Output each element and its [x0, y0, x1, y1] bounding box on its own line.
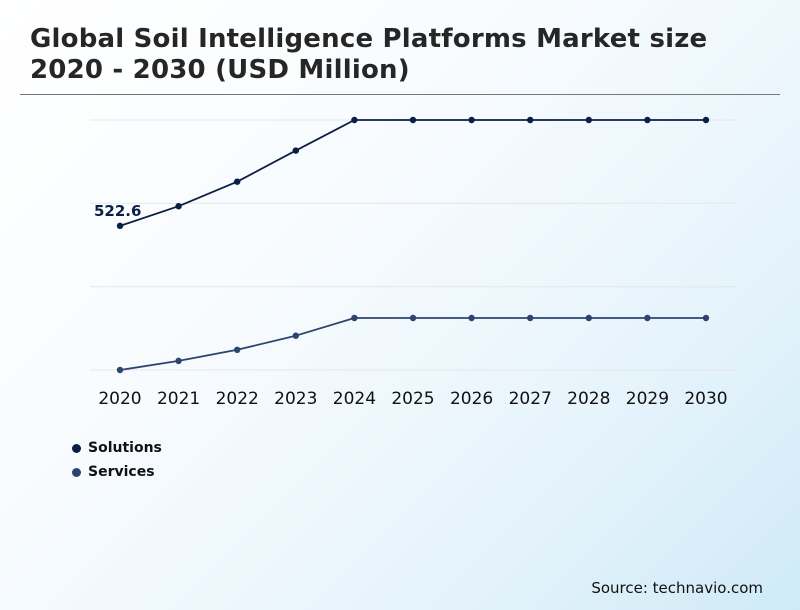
x-tick-label-2025: 2025 [391, 389, 434, 409]
data-point-services-2026 [468, 314, 475, 322]
data-point-solutions-2029 [644, 116, 651, 124]
legend-label-services: Services [88, 464, 155, 480]
chart-title-line-2: 2020 - 2030 (USD Million) [30, 55, 410, 85]
x-tick-label-2023: 2023 [274, 389, 317, 409]
data-point-solutions-2025 [409, 116, 417, 124]
data-point-services-2027 [527, 314, 534, 322]
x-tick-label-2020: 2020 [98, 389, 141, 409]
data-point-solutions-2026 [468, 116, 475, 124]
data-point-services-2029 [644, 314, 651, 322]
data-point-solutions-2022 [234, 178, 241, 185]
data-point-services-2021 [175, 357, 182, 365]
source-credit: Source: technavio.com [591, 579, 763, 597]
legend: Solutions Services [72, 436, 162, 484]
data-point-services-2025 [409, 314, 417, 322]
data-point-solutions-2024 [351, 116, 358, 124]
x-axis-ticks: 2020 2021 2022 2023 2024 2025 2026 2027 2028 2029… [98, 389, 727, 409]
x-tick-label-2024: 2024 [333, 389, 376, 409]
data-labels: 522.6 [94, 202, 141, 220]
x-tick-label-2022: 2022 [216, 389, 259, 409]
x-tick-label-2029: 2029 [626, 389, 669, 409]
data-point-services-2024 [351, 314, 358, 322]
data-point-services-2020 [116, 366, 124, 374]
data-point-solutions-2021 [175, 202, 182, 210]
legend-item-solutions: Solutions [72, 436, 162, 460]
x-tick-label-2026: 2026 [450, 389, 493, 409]
legend-marker-services [72, 467, 81, 477]
legend-label-solutions: Solutions [88, 440, 162, 456]
x-tick-label-2030: 2030 [684, 389, 727, 409]
chart-title: Global Soil Intelligence Platforms Marke… [30, 24, 707, 86]
title-divider [20, 94, 780, 95]
data-point-solutions-2023 [292, 147, 299, 154]
data-point-services-2023 [292, 332, 299, 339]
data-label-0: 522.6 [94, 202, 141, 220]
x-tick-label-2021: 2021 [157, 389, 200, 409]
legend-marker-solutions [72, 443, 81, 453]
data-point-services-2030 [702, 314, 710, 322]
chart-title-line-1: Global Soil Intelligence Platforms Marke… [30, 24, 708, 54]
x-tick-label-2028: 2028 [567, 389, 610, 409]
legend-item-services: Services [72, 460, 162, 484]
gridlines [90, 119, 737, 371]
series-line-solutions [119, 119, 706, 227]
data-point-solutions-2027 [527, 116, 534, 124]
x-tick-label-2027: 2027 [509, 389, 552, 409]
series-lines [116, 116, 710, 374]
data-point-solutions-2030 [702, 116, 710, 124]
data-point-solutions-2020 [116, 222, 124, 230]
data-point-solutions-2028 [585, 116, 592, 124]
data-point-services-2028 [585, 314, 592, 322]
series-line-services [119, 317, 706, 371]
data-point-services-2022 [234, 346, 241, 354]
